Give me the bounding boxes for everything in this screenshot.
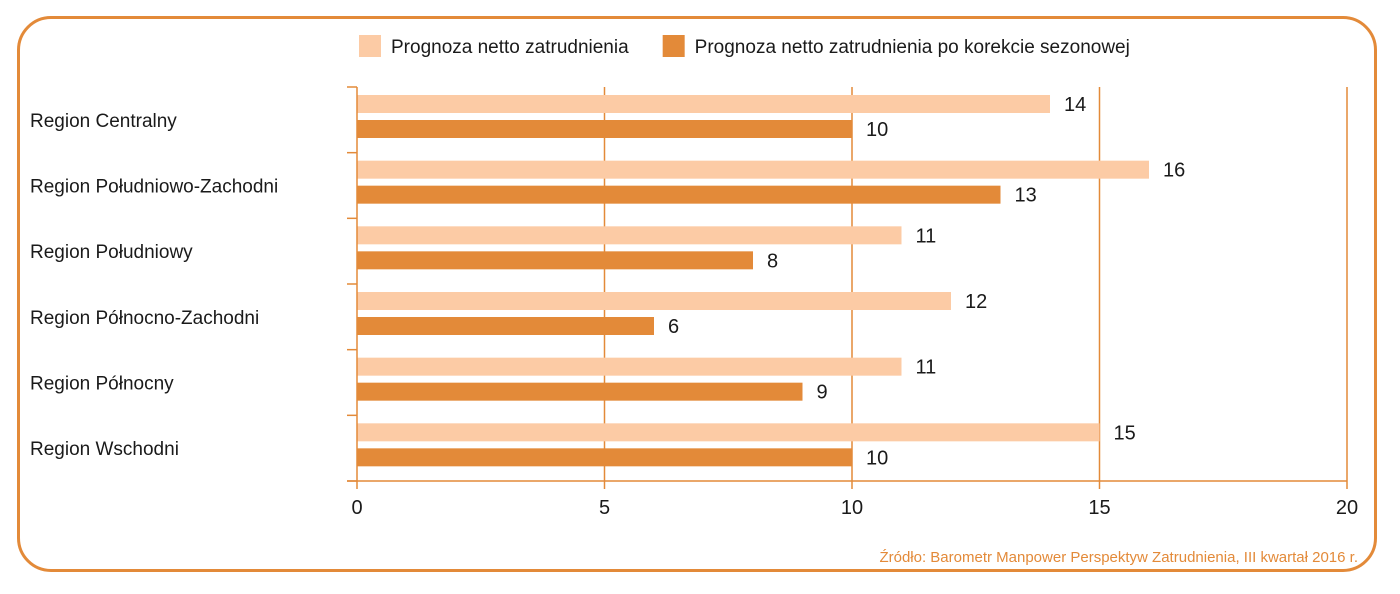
source-note: Źródło: Barometr Manpower Perspektyw Zat… [879,549,1358,566]
category-label-1: Region Południowo-Zachodni [30,177,278,198]
value-label-4-series-1: 9 [817,382,828,404]
value-label-5-series-0: 15 [1114,422,1136,444]
bar-1-series-0 [357,160,1149,179]
category-label-0: Region Centralny [30,111,177,132]
x-tick-label-2: 10 [841,497,863,519]
value-labels: 14 10 16 13 11 8 12 6 11 9 15 10 [668,94,1185,469]
bar-4-series-0 [357,357,902,376]
bar-2-series-0 [357,226,902,245]
category-label-4: Region Północny [30,374,174,395]
value-label-0-series-1: 10 [866,119,888,141]
legend-swatch-1 [662,35,685,57]
category-label-3: Region Północno-Zachodni [30,308,259,329]
axis [347,86,1348,489]
bar-2-series-1 [357,251,753,270]
value-label-4-series-0: 11 [916,357,937,379]
legend-swatch-0 [359,35,381,57]
x-tick-label-3: 15 [1088,497,1110,519]
bar-0-series-1 [357,120,852,138]
bar-3-series-0 [357,292,951,310]
x-tick-label-4: 20 [1336,497,1358,519]
value-label-5-series-1: 10 [866,447,888,469]
bar-0-series-0 [357,95,1050,113]
value-label-2-series-0: 11 [916,225,937,247]
value-label-3-series-0: 12 [965,291,987,313]
bar-4-series-1 [357,382,803,401]
value-label-3-series-1: 6 [668,316,679,338]
x-tick-label-1: 5 [599,497,610,519]
value-label-1-series-1: 13 [1015,185,1037,207]
category-label-5: Region Wschodni [30,439,179,460]
bar-5-series-1 [357,448,852,467]
category-label-2: Region Południowy [30,242,193,263]
bars [357,95,1149,467]
legend-label-0: Prognoza netto zatrudnienia [391,37,629,58]
category-labels: Region Centralny Region Południowo-Zachod… [30,111,278,460]
value-label-1-series-0: 16 [1163,160,1185,182]
bar-1-series-1 [357,185,1001,204]
value-label-2-series-1: 8 [767,250,778,272]
x-tick-label-0: 0 [351,497,362,519]
legend-label-1: Prognoza netto zatrudnienia po korekcie … [695,37,1130,58]
bar-3-series-1 [357,317,654,335]
gridlines [603,87,1348,481]
value-label-0-series-0: 14 [1064,94,1086,116]
tick-labels: 0 5 10 15 20 [351,497,1358,519]
legend: Prognoza netto zatrudnienia Prognoza nett… [359,35,1130,58]
bar-5-series-0 [357,423,1100,442]
chart-frame [17,16,1377,572]
